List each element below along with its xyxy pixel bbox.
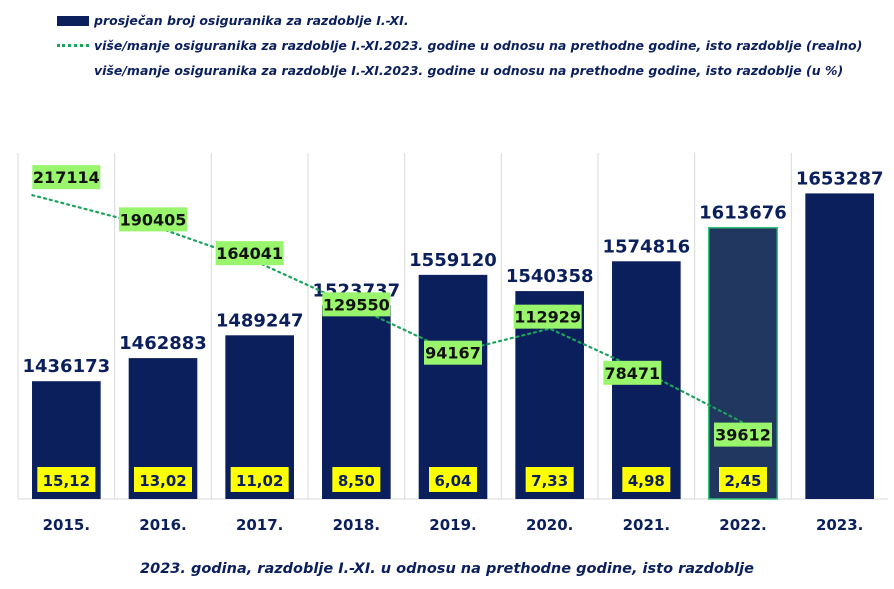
line-value-label: 217114 [33,168,100,187]
bar-value-label: 1489247 [216,310,304,331]
percent-label-box [134,467,192,492]
x-axis-tick-labels: 2015. 2016. 2017. 2018. 2019. 2020. 2021. 2022.… [43,516,864,534]
bar [418,274,488,499]
line-label-box [513,304,582,329]
legend-bar-swatch [57,15,89,26]
line-value-label: 164041 [216,244,283,263]
bar [805,193,874,499]
x-tick-label: 2016. [139,516,186,534]
percent-label-box [622,467,671,492]
line-label-box [424,340,482,365]
percent-value-label: 4,98 [628,472,665,490]
line-label-box [215,241,284,266]
percent-value-label: 2,45 [724,472,761,490]
percent-value-label: 11,02 [236,472,283,490]
bar-value-label: 1540358 [506,266,594,287]
line-value-label: 39612 [715,426,771,445]
line-label-box [322,292,391,317]
x-tick-label: 2019. [429,516,476,534]
x-tick-label: 2018. [333,516,380,534]
legend: prosječan broj osiguranika za razdoblje … [57,8,862,83]
legend-label: više/manje osiguranika za razdoblje I.-X… [94,63,844,78]
x-tick-label: 2015. [43,516,90,534]
line-label-box [603,360,662,385]
line-value-labels: 217114 190405 164041 129550 94167 112929 78471… [32,165,772,447]
x-tick-label: 2020. [526,516,573,534]
chart-caption: 2023. godina, razdoblje I.-XI. u odnosu … [140,561,754,577]
line-value-label: 78471 [604,364,660,383]
percent-value-label: 13,02 [139,472,186,490]
legend-label: prosječan broj osiguranika za razdoblje … [94,13,409,28]
line-value-label: 112929 [514,308,581,327]
bar-value-label: 1613676 [699,203,787,224]
bar-value-label: 1559120 [409,250,497,271]
bar-value-label: 1436173 [22,356,110,377]
percent-label-box [230,467,289,492]
percent-label-box [525,467,574,492]
bar-value-label: 1462883 [119,333,207,354]
percent-value-label: 6,04 [434,472,471,490]
bar [707,226,779,500]
legend-dotted-line-swatch [57,44,89,47]
percent-label-box [429,467,477,492]
percent-label-box [37,467,96,492]
legend-label: više/manje osiguranika za razdoblje I.-X… [94,38,863,53]
line-label-box [119,207,187,232]
line-value-label: 190405 [120,210,187,229]
bar-value-label: 1574816 [602,236,690,257]
legend-item-percent[interactable]: više/manje osiguranika za razdoblje I.-X… [57,58,862,83]
x-tick-label: 2023. [816,516,863,534]
legend-item-line[interactable]: više/manje osiguranika za razdoblje I.-X… [57,33,862,58]
bar-value-label: 1653287 [796,168,884,189]
x-tick-label: 2021. [623,516,670,534]
percent-value-label: 7,33 [531,472,568,490]
percent-value-label: 8,50 [338,472,375,490]
legend-item-bars[interactable]: prosječan broj osiguranika za razdoblje … [57,8,862,33]
bar [322,305,391,499]
percent-labels: 15,12 13,02 11,02 8,50 6,04 7,33 4,98 2,45 [37,467,767,492]
line-label-box [714,422,772,447]
line-value-label: 94167 [425,344,481,363]
x-tick-label: 2017. [236,516,283,534]
percent-value-label: 15,12 [43,472,90,490]
x-tick-label: 2022. [719,516,766,534]
percent-label-box [719,467,767,492]
percent-label-box [332,467,381,492]
line-value-label: 129550 [323,295,390,314]
line-label-box [32,165,101,190]
